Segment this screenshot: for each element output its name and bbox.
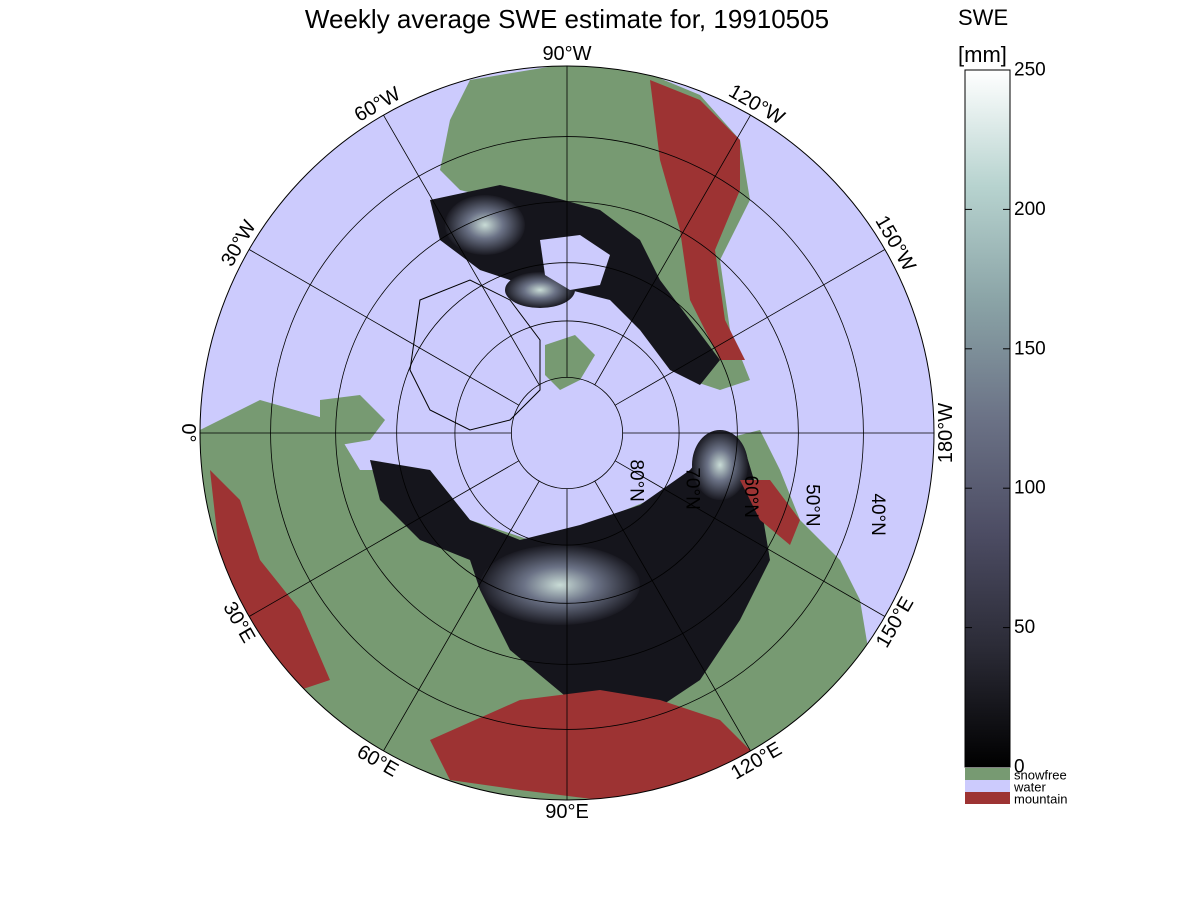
colorbar-tick-label: 200 [1014,199,1046,220]
legend-swatch-water [965,780,1010,792]
longitude-label: 90°E [545,801,589,823]
colorbar-label-line2: [mm] [958,42,1007,67]
mountain-asia-south [430,690,760,800]
longitude-label: 0° [177,423,199,442]
meridian-240 [594,114,751,386]
latitude-label: 40°N [867,493,888,535]
snow-kamchatka-core [692,430,748,500]
colorbar-ramp [964,69,1011,768]
polar-map [199,65,935,801]
land-scandinavia [320,395,385,445]
colorbar-tick-label: 250 [1014,60,1046,81]
mountain-europe-west [210,470,330,690]
legend-label-snowfree: snowfree [1014,768,1067,783]
meridian-150 [614,460,886,617]
snow-quebec-core [445,195,525,255]
colorbar: SWE [mm] 0 50 100 150 200 250 snowfreewatermo… [958,5,1067,807]
meridian-330 [248,249,520,406]
latitude-label: 50°N [801,484,822,526]
latitude-label: 60°N [740,476,761,518]
legend-swatch-mountain [965,792,1010,804]
mountain-far-east [740,480,800,545]
colorbar-label-line1: SWE [958,5,1008,30]
latitude-label: 80°N [625,459,646,501]
meridian-210 [614,249,886,406]
meridian-300 [383,114,540,386]
longitude-label: 180°W [935,403,957,463]
legend-label-water: water [1013,780,1046,795]
colorbar-tick-label: 100 [1014,478,1046,499]
map-border [199,65,935,801]
colorbar-tick-label: 50 [1014,617,1035,638]
latitude-labels: 80°N 70°N 60°N 50°N 40°N [625,459,887,535]
colorbar-tick-label: 0 [1014,757,1025,778]
meridian-60 [383,480,540,752]
legend-swatch-snowfree [965,768,1010,780]
chart-title: Weekly average SWE estimate for, 1991050… [305,4,829,34]
arctic-islands [545,335,595,390]
colorbar-ticks: 0 50 100 150 200 250 [965,60,1046,778]
snow-siberia-core [480,545,640,625]
meridian-30 [248,460,520,617]
greenland-outline [409,279,541,431]
meridian-120 [594,480,751,752]
latitude-label: 70°N [682,467,703,509]
longitude-label: 90°W [542,43,591,65]
legend-label-mountain: mountain [1014,792,1067,807]
mountain-rockies [650,80,745,360]
colorbar-tick-label: 150 [1014,338,1046,359]
graticule [200,66,934,800]
